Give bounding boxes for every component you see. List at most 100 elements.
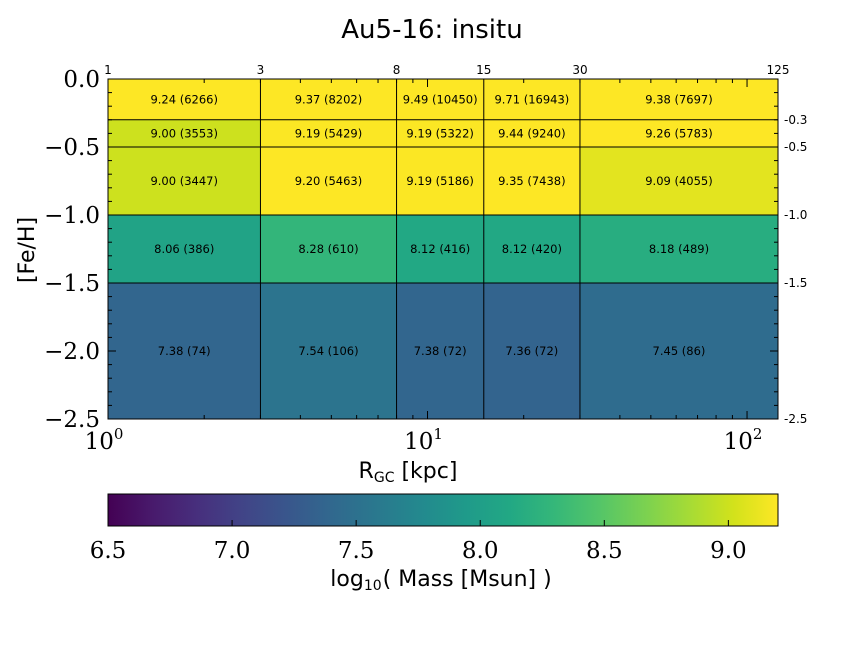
colorbar-label-prefix: log — [330, 567, 364, 592]
colorbar-tick-label: 7.0 — [214, 538, 251, 564]
colorbar-tick-label: 9.0 — [710, 538, 747, 564]
x-tick-label-base: 10 — [85, 429, 114, 455]
y-right-edge-label: -0.5 — [784, 140, 807, 154]
cell-label: 9.20 (5463) — [295, 174, 363, 188]
y-tick-label: −0.5 — [44, 135, 100, 161]
cell-label: 9.37 (8202) — [295, 92, 363, 106]
x-tick-label-exp: 1 — [433, 425, 443, 443]
colorbar-label: log10( Mass [Msun] ) — [330, 567, 551, 594]
heatmap-cell — [260, 79, 397, 120]
plot-frame — [107, 78, 779, 420]
y-right-edge-label: -1.0 — [784, 208, 807, 222]
cell-label: 9.00 (3553) — [150, 126, 218, 140]
y-tick-label: −1.0 — [44, 203, 100, 229]
colorbar-tick-label: 7.5 — [338, 538, 375, 564]
y-right-edge-label: -0.3 — [784, 113, 807, 127]
cell-label: 8.18 (489) — [649, 242, 709, 256]
colorbar-tick-label: 6.5 — [90, 538, 127, 564]
cell-label: 9.38 (7697) — [645, 92, 713, 106]
y-tick-label: −2.0 — [44, 339, 100, 365]
x-axis-label-main: R — [359, 459, 374, 484]
heatmap-cell — [579, 119, 778, 147]
cell-label: 9.00 (3447) — [150, 174, 218, 188]
y-tick-label: 0.0 — [63, 67, 100, 93]
heatmap-cell — [396, 147, 484, 215]
colorbar-label-suffix: ( Mass [Msun] ) — [383, 567, 552, 592]
x-top-edge-label: 1 — [104, 63, 112, 77]
cell-label: 9.09 (4055) — [645, 174, 713, 188]
colorbar-ticks — [107, 520, 729, 526]
cell-label: 7.38 (72) — [414, 344, 467, 358]
cell-label: 7.54 (106) — [298, 344, 358, 358]
y-axis-label: [Fe/H] — [15, 217, 40, 283]
x-tick-label-exp: 2 — [753, 425, 763, 443]
cell-label: 9.26 (5783) — [645, 126, 713, 140]
colorbar — [107, 493, 779, 527]
x-axis-label: RGC [kpc] — [359, 459, 458, 486]
colorbar-label-subscript: 10 — [364, 578, 382, 594]
colorbar-tick-label: 8.0 — [462, 538, 499, 564]
heatmap-cell — [579, 147, 778, 215]
x-axis-label-unit: [kpc] — [401, 459, 457, 484]
heatmap-cell — [260, 283, 397, 419]
heatmap-cell — [260, 215, 397, 283]
cell-label: 8.12 (420) — [502, 242, 562, 256]
heatmap-cell — [260, 147, 397, 215]
heatmap-cell — [108, 147, 261, 215]
x-tick-label-exp: 0 — [114, 425, 124, 443]
x-tick-label: 100 — [85, 425, 124, 455]
bin-edge-labels: 1 3 8 15 30 125 -0.3 -0.5 -1.0 -1.5 -2.5 — [104, 63, 807, 426]
heatmap-cell — [579, 283, 778, 419]
cell-label: 9.49 (10450) — [403, 92, 478, 106]
heatmap-cell — [483, 79, 580, 120]
heatmap-cell — [483, 283, 580, 419]
heatmap-cell — [579, 79, 778, 120]
cell-label: 7.38 (74) — [158, 344, 211, 358]
y-right-edge-label: -2.5 — [784, 412, 807, 426]
x-axis-label-subscript: GC — [374, 470, 395, 486]
heatmap-cell — [108, 119, 261, 147]
cell-label: 9.19 (5322) — [406, 126, 474, 140]
x-top-edge-label: 3 — [257, 63, 265, 77]
cell-label: 7.45 (86) — [653, 344, 706, 358]
heatmap-cell — [579, 215, 778, 283]
colorbar-tick-label: 8.5 — [586, 538, 623, 564]
x-tick-label: 101 — [404, 425, 443, 455]
cell-label: 9.19 (5186) — [406, 174, 474, 188]
y-tick-label: −1.5 — [44, 271, 100, 297]
axis-ticks — [107, 78, 778, 420]
heatmap-cell — [483, 215, 580, 283]
x-tick-label-base: 10 — [404, 429, 433, 455]
cell-label: 9.24 (6266) — [150, 92, 218, 106]
heatmap-cell — [396, 283, 484, 419]
heatmap-cell — [108, 283, 261, 419]
x-top-edge-label: 8 — [393, 63, 401, 77]
heatmap-cell — [483, 147, 580, 215]
y-tick-label: −2.5 — [44, 407, 100, 433]
heatmap-cell — [108, 79, 261, 120]
heatmap-cell — [260, 119, 397, 147]
cell-label: 7.36 (72) — [505, 344, 558, 358]
x-top-edge-label: 125 — [767, 63, 790, 77]
heatmap-cell — [396, 215, 484, 283]
cell-label: 9.71 (16943) — [494, 92, 569, 106]
heatmap-cell — [483, 119, 580, 147]
y-right-edge-label: -1.5 — [784, 276, 807, 290]
heatmap-cell — [396, 79, 484, 120]
x-tick-label-base: 10 — [724, 429, 753, 455]
cell-label: 9.44 (9240) — [498, 126, 566, 140]
cell-label: 9.19 (5429) — [295, 126, 363, 140]
chart-title: Au5-16: insitu — [341, 15, 522, 45]
heatmap-cells — [108, 79, 778, 419]
heatmap-cell — [108, 215, 261, 283]
x-tick-label: 102 — [724, 425, 763, 455]
colorbar-tick-labels: 6.5 7.0 7.5 8.0 8.5 9.0 — [90, 538, 747, 564]
cell-label: 8.12 (416) — [410, 242, 470, 256]
cell-label: 8.28 (610) — [298, 242, 358, 256]
heatmap-cell — [396, 119, 484, 147]
cell-label: 8.06 (386) — [154, 242, 214, 256]
x-top-edge-label: 15 — [476, 63, 491, 77]
cell-labels: 9.24 (6266) 9.37 (8202) 9.49 (10450) 9.71 (… — [150, 92, 712, 358]
